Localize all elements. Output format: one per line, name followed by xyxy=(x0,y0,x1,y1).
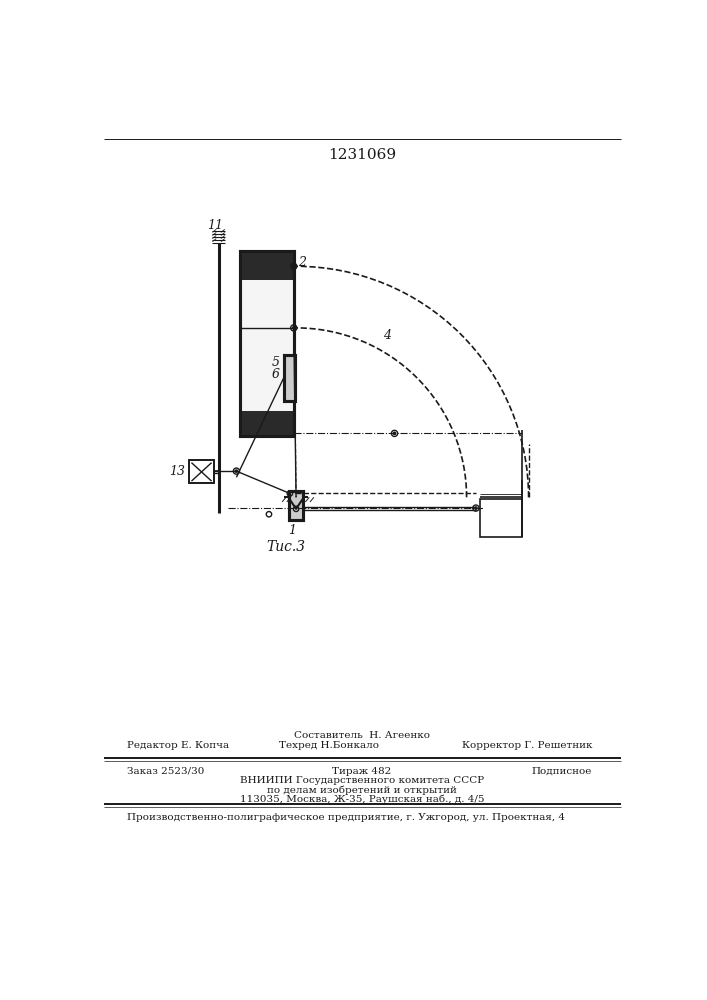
Text: Заказ 2523/30: Заказ 2523/30 xyxy=(127,767,204,776)
Text: Τис.3: Τис.3 xyxy=(267,540,305,554)
Text: ВНИИПИ Государственного комитета СССР: ВНИИПИ Государственного комитета СССР xyxy=(240,776,484,785)
Text: Составитель  Н. Агеенко: Составитель Н. Агеенко xyxy=(294,731,430,740)
Bar xyxy=(240,251,293,280)
Bar xyxy=(284,355,295,401)
Text: Редактор Е. Копча: Редактор Е. Копча xyxy=(127,741,229,750)
Text: 4: 4 xyxy=(383,329,391,342)
Bar xyxy=(284,355,295,401)
Text: Техред Н.Бонкало: Техред Н.Бонкало xyxy=(279,741,379,750)
Bar xyxy=(189,460,214,483)
Text: 1: 1 xyxy=(288,524,296,537)
Bar xyxy=(289,491,303,520)
Text: Тираж 482: Тираж 482 xyxy=(332,767,392,776)
Text: 11: 11 xyxy=(206,219,223,232)
Bar xyxy=(189,460,214,483)
Circle shape xyxy=(293,327,295,329)
Text: 1231069: 1231069 xyxy=(328,148,396,162)
Text: 2: 2 xyxy=(298,256,305,269)
Text: 113035, Москва, Ж-35, Раушская наб., д. 4/5: 113035, Москва, Ж-35, Раушская наб., д. … xyxy=(240,795,484,804)
Bar xyxy=(240,251,293,436)
Bar xyxy=(289,491,303,520)
Circle shape xyxy=(474,507,477,509)
Text: Подписное: Подписное xyxy=(532,767,592,776)
Circle shape xyxy=(293,265,295,267)
Circle shape xyxy=(393,432,396,435)
Bar xyxy=(240,251,293,436)
Text: 6: 6 xyxy=(271,368,280,381)
Text: Производственно-полиграфическое предприятие, г. Ужгород, ул. Проектная, 4: Производственно-полиграфическое предприя… xyxy=(127,813,565,822)
Bar xyxy=(240,411,293,436)
Text: Корректор Г. Решетник: Корректор Г. Решетник xyxy=(462,741,592,750)
Bar xyxy=(480,499,522,537)
Text: 13: 13 xyxy=(169,465,185,478)
Circle shape xyxy=(235,470,238,472)
Text: по делам изобретений и открытий: по делам изобретений и открытий xyxy=(267,785,457,795)
Text: 5: 5 xyxy=(271,356,280,369)
